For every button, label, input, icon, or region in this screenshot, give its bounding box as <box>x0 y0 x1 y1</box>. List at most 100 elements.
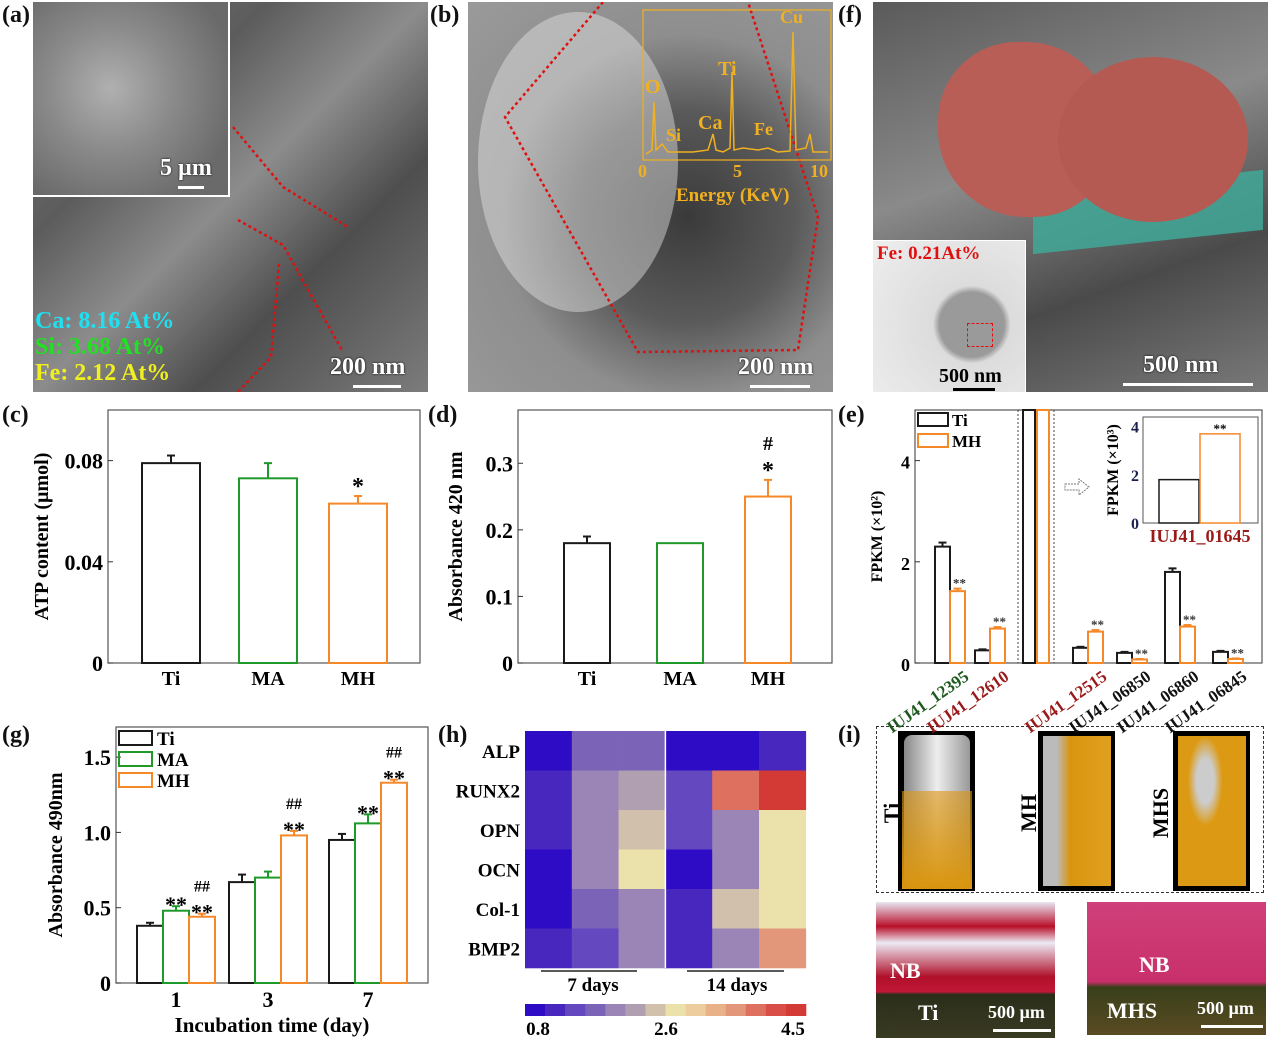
colorbar-segment <box>565 1004 586 1016</box>
panel-label-e: (e) <box>838 402 865 428</box>
bar <box>254 876 282 985</box>
row-label: OPN <box>480 821 520 842</box>
micro-ct-frame <box>876 726 1264 893</box>
scale-label: 200 nm <box>330 354 406 380</box>
heatmap-cell <box>525 770 573 811</box>
heatmap-cell <box>665 770 713 811</box>
y-tick-label: 0.2 <box>486 518 514 543</box>
inset-x-label: IUJ41_01645 <box>1149 526 1250 546</box>
heatmap-cell <box>712 731 760 771</box>
heatmap-cell <box>525 928 573 969</box>
significance-mark: ## <box>286 796 302 813</box>
bar <box>656 542 704 664</box>
heatmap-cell <box>759 770 807 811</box>
composition-si: Si: 3.68 At% <box>35 334 165 360</box>
colorbar-segment <box>585 1004 606 1016</box>
heatmap-cell <box>712 928 760 969</box>
eds-xtick: 0 <box>638 161 647 181</box>
panel-label-a: (a) <box>2 2 30 28</box>
composition-text: Si: 3.68 At% <box>35 334 166 360</box>
heatmap-cell <box>618 731 666 771</box>
x-tick-label: MH <box>341 668 376 690</box>
heatmap-cell <box>618 889 666 929</box>
eds-xlabel: Energy (KeV) <box>676 185 790 206</box>
row-label: ALP <box>482 742 520 763</box>
colorbar-segment <box>685 1004 706 1016</box>
significance-mark: ** <box>1231 645 1244 660</box>
heatmap-cell <box>618 928 666 969</box>
bar <box>934 545 951 664</box>
bar <box>1087 630 1104 664</box>
bar <box>136 924 164 985</box>
scale-bar <box>750 385 810 388</box>
y-tick-label: 0.04 <box>65 550 104 575</box>
heatmap-cell <box>759 849 807 890</box>
panel-label-f: (f) <box>838 2 862 28</box>
eds-spectrum <box>645 31 828 155</box>
x-tick-label: 3 <box>263 987 274 1012</box>
inset-bar-ti <box>1158 478 1200 524</box>
legend-label: MH <box>157 771 190 792</box>
significance-mark: ** <box>1135 646 1148 661</box>
panel-label-i: (i) <box>838 722 861 748</box>
bar <box>974 649 991 664</box>
sem-inset <box>33 2 230 197</box>
inset-y-tick-label: 4 <box>1131 420 1139 437</box>
scale-bar <box>353 385 401 388</box>
bar <box>238 477 298 664</box>
row-label: OCN <box>478 860 521 881</box>
y-tick-label: 0 <box>901 655 910 675</box>
histology-sample-label: MHS <box>1107 998 1158 1023</box>
heatmap-cell <box>571 810 619 850</box>
row-label: RUNX2 <box>456 781 520 802</box>
micro-ct-mh <box>1038 731 1115 891</box>
y-axis-label: Absorbance 420 nm <box>445 451 467 621</box>
y-axis-label: ATP content (µmol) <box>31 453 53 621</box>
panel-label-c: (c) <box>2 402 29 428</box>
bar <box>1036 409 1050 664</box>
legend-swatch <box>118 772 153 788</box>
tem-inset: Fe: 0.21At% 500 nm <box>873 240 1026 392</box>
inset-y-tick-label: 2 <box>1131 468 1139 485</box>
colorbar-segment <box>605 1004 626 1016</box>
y-tick-label: 1.5 <box>84 745 112 770</box>
heatmap-cell <box>571 731 619 771</box>
row-label: BMP2 <box>468 939 520 960</box>
significance-mark: ## <box>194 879 210 896</box>
selection-box <box>967 323 993 347</box>
colorbar-segment <box>525 1004 546 1016</box>
heatmap-cell <box>712 889 760 929</box>
heatmap-cell <box>712 849 760 890</box>
column-group-label: 7 days <box>567 975 618 996</box>
bar <box>1116 651 1133 665</box>
significance-mark: ** <box>165 892 187 917</box>
bar <box>162 909 190 985</box>
y-tick-label: 0 <box>92 651 103 676</box>
heatmap-cell <box>618 770 666 811</box>
bar <box>354 822 382 984</box>
colorbar-segment <box>785 1004 807 1016</box>
histology-sample-label: Ti <box>918 1000 939 1025</box>
inset-bar-mh <box>1199 433 1241 524</box>
plot-frame <box>107 409 421 664</box>
significance-mark: ** <box>1214 421 1227 436</box>
composition-text: Ca: 8.16 At% <box>35 308 175 334</box>
heatmap-cell <box>665 849 713 890</box>
red-particle <box>1058 57 1248 222</box>
scale-bar <box>1201 1025 1263 1028</box>
colorbar-segment <box>745 1004 767 1016</box>
x-tick-label: MA <box>663 668 697 690</box>
colorbar-segment <box>645 1004 666 1016</box>
significance-mark: ** <box>383 766 405 791</box>
y-tick-label: 1.0 <box>84 820 112 845</box>
plot-frame <box>517 409 833 664</box>
x-tick-label: MH <box>751 668 786 690</box>
bar <box>380 781 408 984</box>
colorbar-tick-label: 2.6 <box>654 1019 678 1038</box>
micro-ct-mhs <box>1173 731 1250 891</box>
colorbar-segment <box>665 1004 686 1016</box>
legend-label: MA <box>157 750 189 771</box>
row-label: Col-1 <box>476 900 520 921</box>
bar <box>188 915 216 984</box>
legend-swatch-mh <box>917 433 949 448</box>
